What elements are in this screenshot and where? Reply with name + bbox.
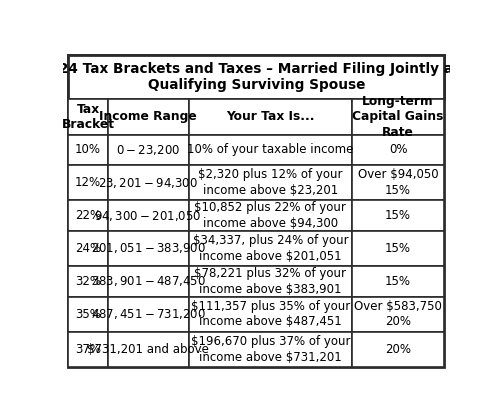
Bar: [352, 231, 444, 266]
Bar: [68, 266, 108, 296]
Text: 0%: 0%: [389, 143, 407, 156]
Text: $731,201 and above: $731,201 and above: [87, 343, 209, 356]
Bar: [352, 135, 444, 165]
Text: $34,337, plus 24% of your
income above $201,051: $34,337, plus 24% of your income above $…: [192, 234, 348, 263]
Text: Income Range: Income Range: [100, 110, 197, 123]
Text: 15%: 15%: [385, 242, 411, 255]
Text: $10,852 plus 22% of your
income above $94,300: $10,852 plus 22% of your income above $9…: [194, 201, 346, 230]
Bar: [68, 165, 108, 200]
Text: 37%: 37%: [75, 343, 101, 356]
Text: $0-$23,200: $0-$23,200: [116, 143, 180, 157]
Text: $78,221 plus 32% of your
income above $383,901: $78,221 plus 32% of your income above $3…: [194, 267, 346, 296]
Text: $111,357 plus 35% of your
income above $487,451: $111,357 plus 35% of your income above $…: [190, 300, 350, 329]
Bar: [188, 200, 352, 231]
Bar: [108, 332, 188, 367]
Bar: [352, 332, 444, 367]
Bar: [108, 135, 188, 165]
Bar: [68, 200, 108, 231]
Bar: [188, 99, 352, 135]
Text: 20%: 20%: [385, 343, 411, 356]
Bar: [68, 296, 108, 332]
Text: 10%: 10%: [75, 143, 101, 156]
Bar: [108, 296, 188, 332]
Bar: [188, 165, 352, 200]
Text: $383,901-$487,450: $383,901-$487,450: [90, 274, 206, 288]
Bar: [352, 296, 444, 332]
Bar: [352, 200, 444, 231]
Bar: [68, 332, 108, 367]
Bar: [68, 99, 108, 135]
Bar: [188, 231, 352, 266]
Text: $23,201-$94,300: $23,201-$94,300: [98, 176, 198, 190]
Bar: [108, 99, 188, 135]
Text: 24%: 24%: [75, 242, 101, 255]
Bar: [108, 231, 188, 266]
Text: 10% of your taxable income: 10% of your taxable income: [187, 143, 354, 156]
Text: $201,051-$383,900: $201,051-$383,900: [90, 242, 206, 255]
Bar: [68, 135, 108, 165]
Bar: [68, 55, 444, 99]
Text: $2,320 plus 12% of your
income above $23,201: $2,320 plus 12% of your income above $23…: [198, 168, 342, 197]
Text: Over $583,750
20%: Over $583,750 20%: [354, 300, 442, 329]
Bar: [108, 200, 188, 231]
Bar: [188, 266, 352, 296]
Bar: [68, 231, 108, 266]
Text: 2024 Tax Brackets and Taxes – Married Filing Jointly and
Qualifying Surviving Sp: 2024 Tax Brackets and Taxes – Married Fi…: [40, 62, 472, 92]
Bar: [108, 266, 188, 296]
Text: Long-term
Capital Gains
Rate: Long-term Capital Gains Rate: [352, 95, 444, 139]
Text: $94,300-$201,050: $94,300-$201,050: [94, 209, 202, 222]
Bar: [188, 135, 352, 165]
Bar: [352, 165, 444, 200]
Text: Tax
Bracket: Tax Bracket: [62, 102, 114, 131]
Bar: [188, 296, 352, 332]
Text: $196,670 plus 37% of your
income above $731,201: $196,670 plus 37% of your income above $…: [190, 335, 350, 364]
Bar: [352, 99, 444, 135]
Text: 32%: 32%: [75, 275, 101, 288]
Text: 15%: 15%: [385, 275, 411, 288]
Text: 35%: 35%: [75, 308, 101, 321]
Text: 22%: 22%: [75, 209, 101, 222]
Bar: [188, 332, 352, 367]
Text: 15%: 15%: [385, 209, 411, 222]
Text: 12%: 12%: [75, 176, 101, 189]
Text: Your Tax Is...: Your Tax Is...: [226, 110, 314, 123]
Bar: [352, 266, 444, 296]
Text: $487,451-$731,200: $487,451-$731,200: [90, 307, 206, 321]
Bar: [108, 165, 188, 200]
Text: Over $94,050
15%: Over $94,050 15%: [358, 168, 438, 197]
